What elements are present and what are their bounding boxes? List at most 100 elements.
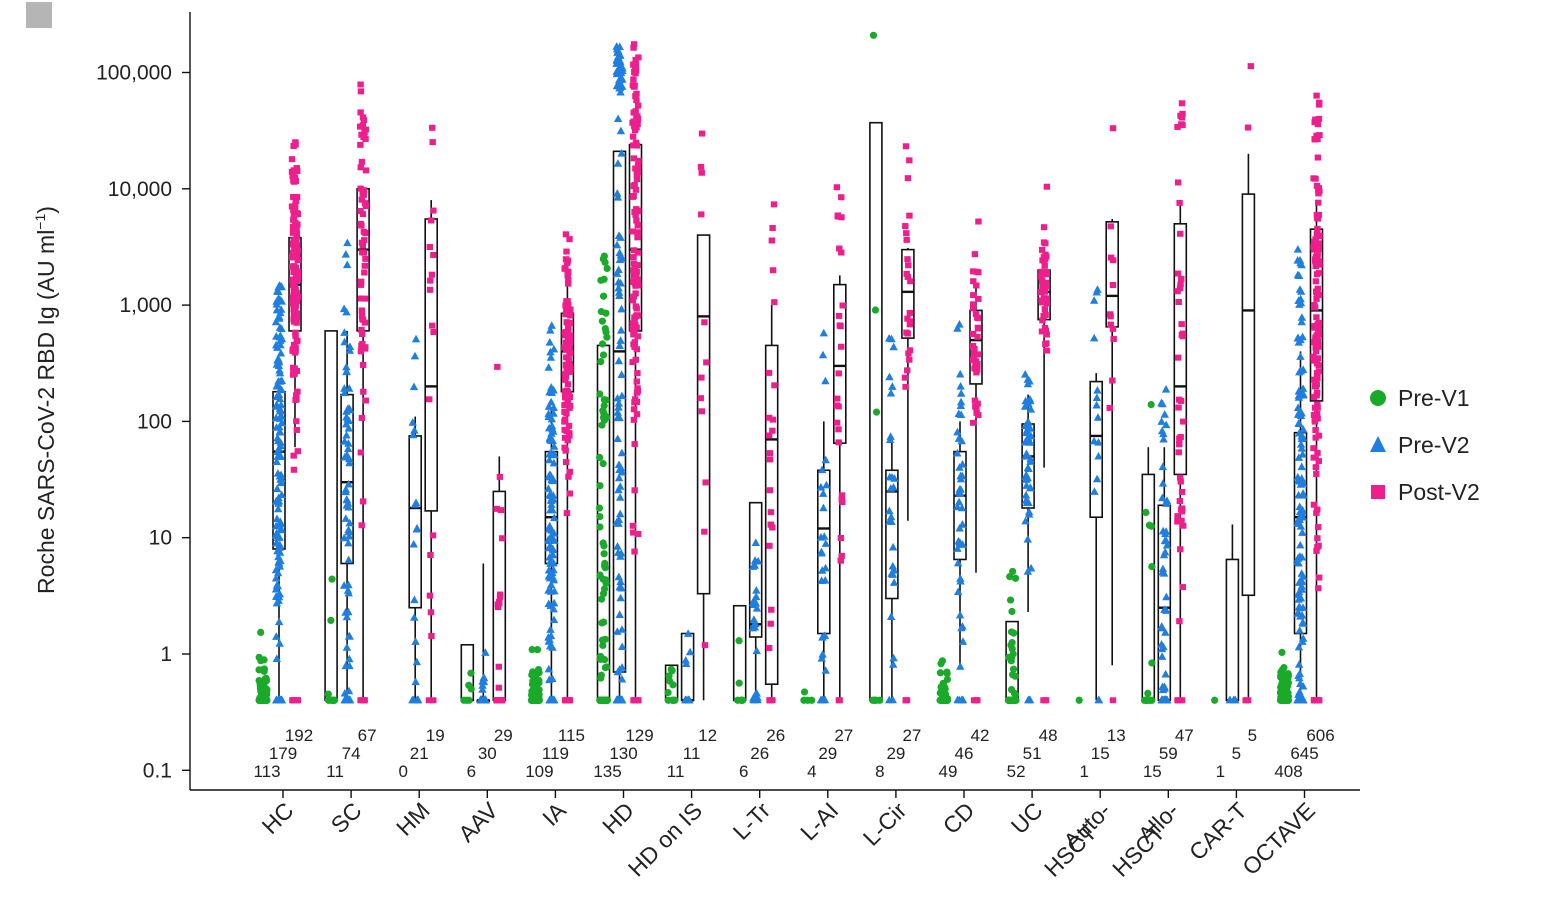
point-pre-v2 bbox=[1296, 540, 1305, 549]
point-pre-v1 bbox=[599, 459, 607, 468]
point-pre-v2 bbox=[957, 471, 967, 479]
point-post-v2 bbox=[906, 356, 913, 363]
point-post-v2 bbox=[1176, 199, 1183, 206]
point-post-v2 bbox=[630, 61, 637, 68]
point-post-v2 bbox=[430, 329, 437, 336]
corner-marker bbox=[26, 2, 52, 28]
point-post-v2 bbox=[635, 54, 642, 61]
point-pre-v1 bbox=[532, 678, 540, 687]
point-pre-v2 bbox=[1295, 300, 1304, 308]
point-post-v2 bbox=[1041, 287, 1048, 294]
point-pre-v2 bbox=[545, 455, 554, 464]
category-label: L-Cir bbox=[858, 797, 912, 851]
point-post-v2 bbox=[629, 522, 637, 529]
point-pre-v2 bbox=[612, 240, 622, 249]
point-post-v2 bbox=[562, 339, 570, 346]
point-pre-v2 bbox=[1025, 376, 1034, 385]
point-pre-v2 bbox=[615, 610, 624, 618]
box bbox=[901, 248, 915, 339]
point-pre-v2 bbox=[889, 342, 898, 351]
point-pre-v2 bbox=[1294, 519, 1303, 527]
point-post-v2 bbox=[495, 684, 503, 691]
point-pre-v2 bbox=[411, 637, 420, 645]
point-post-v2 bbox=[837, 557, 844, 564]
point-pre-v2 bbox=[272, 654, 281, 662]
point-post-v2 bbox=[1314, 535, 1321, 542]
point-post-v2 bbox=[566, 335, 574, 342]
count-label: 179 bbox=[269, 744, 297, 763]
count-label: 47 bbox=[1175, 726, 1194, 745]
point-pre-v2 bbox=[1295, 419, 1304, 428]
point-pre-v2 bbox=[274, 390, 284, 398]
point-post-v2 bbox=[766, 542, 773, 549]
point-pre-v2 bbox=[614, 695, 623, 704]
point-post-v2 bbox=[633, 411, 641, 418]
point-post-v2 bbox=[359, 361, 367, 368]
point-post-v2 bbox=[358, 131, 365, 138]
point-pre-v2 bbox=[1025, 695, 1034, 704]
point-post-v2 bbox=[766, 456, 774, 463]
point-post-v2 bbox=[974, 325, 982, 332]
point-pre-v2 bbox=[958, 637, 968, 645]
point-post-v2 bbox=[969, 304, 977, 311]
point-post-v2 bbox=[969, 342, 977, 349]
point-post-v2 bbox=[1312, 348, 1320, 355]
point-pre-v2 bbox=[954, 409, 963, 417]
point-pre-v2 bbox=[1295, 285, 1305, 293]
point-post-v2 bbox=[292, 302, 299, 309]
point-post-v2 bbox=[563, 354, 570, 361]
point-pre-v2 bbox=[886, 484, 896, 492]
point-pre-v2 bbox=[340, 328, 349, 336]
point-pre-v2 bbox=[1160, 536, 1170, 545]
data-points bbox=[255, 31, 1323, 704]
point-pre-v2 bbox=[1297, 610, 1307, 619]
point-post-v2 bbox=[426, 286, 434, 293]
point-post-v2 bbox=[1310, 501, 1318, 508]
point-pre-v2 bbox=[615, 509, 625, 518]
point-pre-v2 bbox=[613, 542, 622, 550]
point-post-v2 bbox=[630, 109, 637, 116]
point-pre-v2 bbox=[1297, 508, 1306, 516]
point-pre-v2 bbox=[1296, 407, 1305, 416]
point-pre-v1 bbox=[597, 358, 605, 366]
point-post-v2 bbox=[563, 410, 570, 417]
point-pre-v1 bbox=[596, 696, 604, 704]
point-pre-v2 bbox=[410, 351, 420, 360]
point-pre-v1 bbox=[1006, 596, 1015, 604]
point-post-v2 bbox=[357, 185, 364, 192]
point-post-v2 bbox=[766, 450, 774, 457]
point-pre-v2 bbox=[889, 578, 899, 586]
point-post-v2 bbox=[1177, 433, 1184, 440]
point-pre-v2 bbox=[614, 265, 623, 274]
point-post-v2 bbox=[771, 299, 778, 306]
point-post-v2 bbox=[358, 196, 366, 203]
point-post-v2 bbox=[293, 314, 301, 321]
count-label: 48 bbox=[1039, 726, 1058, 745]
point-pre-v2 bbox=[885, 372, 894, 381]
point-pre-v2 bbox=[411, 500, 420, 508]
point-pre-v2 bbox=[613, 434, 622, 443]
point-pre-v2 bbox=[272, 581, 282, 589]
point-pre-v2 bbox=[1293, 695, 1303, 704]
point-pre-v2 bbox=[1021, 370, 1030, 378]
count-label: 67 bbox=[358, 726, 377, 745]
point-post-v2 bbox=[833, 184, 841, 191]
point-post-v2 bbox=[1038, 328, 1046, 335]
point-pre-v2 bbox=[820, 532, 829, 540]
point-post-v2 bbox=[1040, 224, 1048, 231]
point-pre-v1 bbox=[603, 663, 611, 671]
point-pre-v2 bbox=[1294, 386, 1304, 395]
point-pre-v2 bbox=[1158, 567, 1167, 576]
point-post-v2 bbox=[1175, 449, 1182, 456]
point-pre-v2 bbox=[816, 482, 826, 491]
count-label: 11 bbox=[667, 762, 685, 781]
point-post-v2 bbox=[973, 362, 980, 369]
point-pre-v2 bbox=[342, 419, 351, 428]
point-pre-v2 bbox=[821, 539, 830, 547]
category-label: CD bbox=[938, 797, 980, 839]
point-post-v2 bbox=[567, 312, 574, 319]
point-post-v2 bbox=[294, 247, 301, 254]
point-pre-v1 bbox=[596, 390, 604, 398]
point-post-v2 bbox=[630, 331, 637, 338]
point-pre-v2 bbox=[613, 189, 622, 197]
